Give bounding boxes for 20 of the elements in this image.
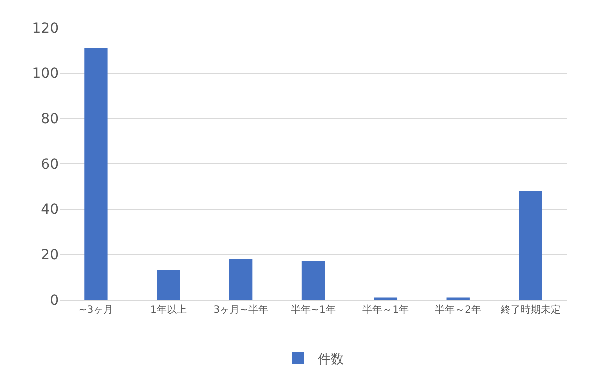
bar (302, 261, 326, 300)
x-tick-label: 3ヶ月~半年 (214, 304, 268, 316)
bar (157, 270, 180, 300)
y-tick-label: 0 (50, 292, 59, 309)
x-tick-label: 半年~1年 (291, 304, 336, 316)
x-tick-label: ~3ヶ月 (78, 305, 114, 316)
x-tick-label: 終了時期未定 (500, 304, 561, 316)
x-tick-label: 1年以上 (150, 304, 187, 316)
bar (519, 191, 542, 300)
y-tick-label: 100 (32, 66, 59, 82)
y-tick-label: 120 (32, 20, 59, 37)
y-tick-label: 60 (41, 156, 59, 173)
bar (84, 48, 108, 300)
y-tick-label: 80 (41, 112, 59, 128)
x-tick-label: 半年～1年 (362, 304, 410, 316)
bar (229, 259, 253, 300)
legend-label: 件数 (318, 352, 344, 368)
y-tick-label: 20 (41, 248, 59, 264)
y-tick-label: 40 (41, 202, 59, 218)
x-tick-label: 半年～2年 (435, 304, 482, 316)
